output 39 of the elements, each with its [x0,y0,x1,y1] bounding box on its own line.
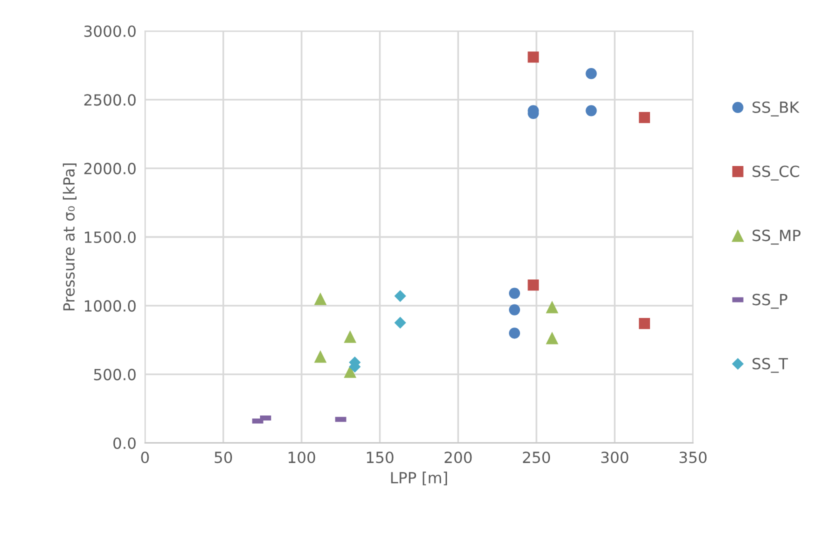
point [394,290,406,302]
point [528,52,539,63]
point [508,288,520,299]
y-tick-label: 1500.0 [84,231,136,244]
point [638,318,650,330]
y-tick-label: 2000.0 [84,162,136,174]
point [508,304,520,316]
x-tick-label: 350 [680,452,707,464]
point [586,105,597,116]
point [546,332,558,344]
x-tick-label: 150 [366,452,394,464]
x-tick-label: 100 [288,452,316,464]
x-tick-label: 50 [214,452,232,464]
point [314,292,327,306]
y-tick-label: 500.0 [94,368,136,380]
point [638,112,650,124]
point [528,280,539,291]
point [314,350,327,363]
x-axis-title: LPP [m] [391,472,447,486]
y-tick-label: 0.0 [113,437,136,450]
y-tick-label: 3000.0 [84,25,136,38]
x-tick-label: 300 [601,452,628,464]
point [394,316,406,329]
point [546,300,558,314]
legend-label: SS_CC [752,166,800,181]
point [344,365,356,378]
x-tick-label: 0 [141,452,149,464]
x-tick-label: 250 [522,452,550,464]
y-tick-label: 1000.0 [84,300,136,312]
legend-label: SS_T [752,358,788,373]
legend-label: SS_MP [752,230,800,245]
point [344,330,356,343]
legend-label: SS_P [752,294,788,309]
x-tick-label: 200 [444,452,472,464]
legend-label: SS_BK [752,101,800,116]
y-axis-title: Pressure at σ₀ [kPa] [62,164,76,310]
point [508,328,520,339]
point [586,68,597,80]
y-tick-label: 2500.0 [84,94,136,106]
